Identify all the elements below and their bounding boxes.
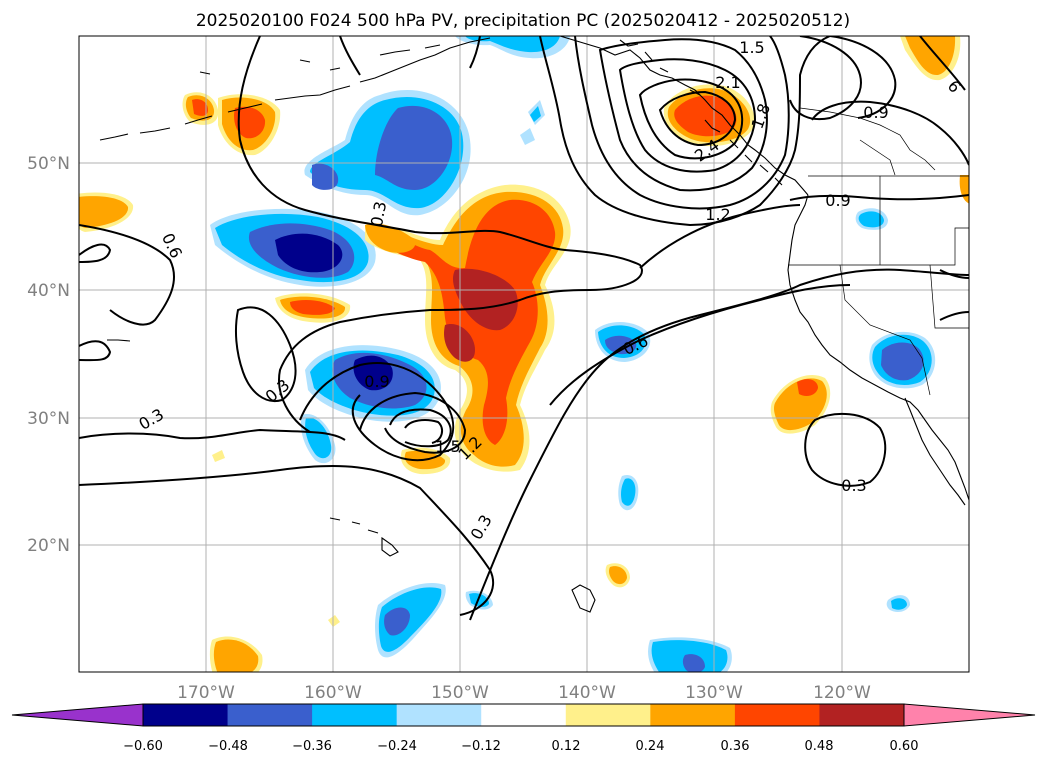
colorbar-segment: [312, 704, 398, 726]
contour-label: 0.9: [863, 103, 888, 122]
precip-shading: [79, 36, 969, 672]
colorbar-tick-label: −0.24: [377, 739, 417, 754]
colorbar-tick-label: 0.60: [890, 739, 919, 754]
colorbar-segment: [819, 704, 905, 726]
contour-label: 0.3: [841, 476, 866, 495]
colorbar: −0.60 −0.48 −0.36 −0.24 −0.12 0.12 0.24 …: [11, 703, 1036, 754]
colorbar-segments: [12, 704, 1035, 726]
colorbar-segment: [481, 704, 567, 726]
latitude-ticks: 50°N 40°N 30°N 20°N: [27, 154, 70, 556]
colorbar-tick-label: 0.24: [636, 739, 665, 754]
political-borders: [788, 107, 969, 396]
contour-label: 1.5: [739, 38, 764, 57]
contour-label: 0.3: [367, 200, 390, 228]
colorbar-segment: [734, 704, 820, 726]
contour-label: 0.9: [825, 191, 850, 210]
lat-tick-label: 40°N: [27, 281, 70, 301]
colorbar-segment: [565, 704, 651, 726]
lat-tick-label: 30°N: [27, 409, 70, 429]
colorbar-segment: [227, 704, 313, 726]
colorbar-frame: [142, 703, 905, 727]
colorbar-segment: [650, 704, 736, 726]
lon-tick-label: 170°W: [177, 683, 235, 703]
lat-tick-label: 50°N: [27, 154, 70, 174]
colorbar-tick-label: −0.36: [292, 739, 332, 754]
contour-label: 2.1: [715, 73, 740, 92]
lon-tick-label: 150°W: [431, 683, 489, 703]
colorbar-tick-label: −0.12: [461, 739, 501, 754]
contour-label: 1.5: [435, 437, 460, 456]
lon-tick-label: 140°W: [558, 683, 616, 703]
colorbar-segment: [143, 704, 229, 726]
colorbar-tick-label: 0.36: [721, 739, 750, 754]
lon-tick-label: 130°W: [685, 683, 743, 703]
figure-title: 2025020100 F024 500 hPa PV, precipitatio…: [196, 11, 850, 31]
coastlines: [99, 36, 969, 613]
colorbar-tick-label: 0.12: [552, 739, 581, 754]
colorbar-tick-label: −0.60: [123, 739, 163, 754]
lon-tick-label: 160°W: [304, 683, 362, 703]
contour-label: 1.2: [705, 205, 730, 224]
colorbar-tick-label: −0.48: [208, 739, 248, 754]
colorbar-tick-label: 0.48: [805, 739, 834, 754]
lon-tick-label: 120°W: [813, 683, 871, 703]
contour-label: 0.9: [364, 372, 389, 391]
colorbar-segment: [904, 704, 1035, 726]
colorbar-segment: [396, 704, 482, 726]
map-frame: [78, 35, 970, 673]
pv-contours: [79, 36, 969, 621]
colorbar-segment: [12, 704, 143, 726]
colorbar-ticks: −0.60 −0.48 −0.36 −0.24 −0.12 0.12 0.24 …: [123, 739, 918, 754]
map-panel: 1.5 2.1 1.8 0.9 2.4 1.2 0.9 0.3 0.6 0.6 …: [78, 35, 970, 673]
lat-tick-label: 20°N: [27, 536, 70, 556]
longitude-ticks: 170°W 160°W 150°W 140°W 130°W 120°W: [177, 683, 871, 703]
